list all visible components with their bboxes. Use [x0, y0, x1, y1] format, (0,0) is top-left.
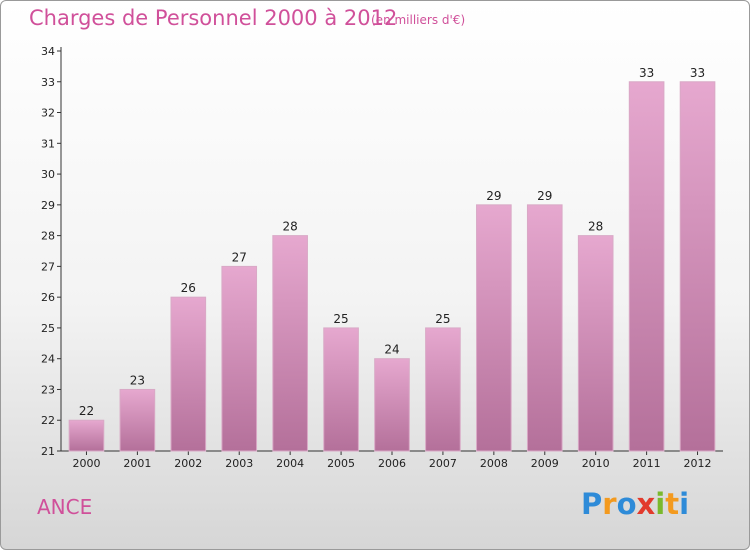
x-tick-label: 2006: [378, 457, 406, 470]
x-tick-label: 2011: [633, 457, 661, 470]
y-tick-label: 29: [41, 199, 55, 212]
bar-2002: [170, 296, 207, 452]
data-label: 23: [130, 373, 145, 387]
data-label: 25: [333, 312, 348, 326]
bar-2008: [476, 204, 512, 452]
y-tick-label: 24: [41, 353, 55, 366]
bar-2001: [119, 388, 156, 452]
x-tick-label: 2008: [480, 457, 508, 470]
y-tick-label: 33: [41, 76, 55, 89]
y-tick-label: 34: [41, 45, 55, 58]
chart-subtitle: (en milliers d'€): [371, 13, 466, 27]
data-label: 25: [435, 312, 450, 326]
x-tick-label: 2012: [684, 457, 712, 470]
data-label: 33: [690, 66, 705, 80]
bar-2009: [526, 204, 563, 452]
x-tick-label: 2002: [174, 457, 202, 470]
proxiti-logo: Proxiti: [581, 487, 689, 521]
data-label: 28: [588, 220, 603, 234]
data-label: 29: [537, 189, 552, 203]
y-tick-label: 26: [41, 291, 55, 304]
bar-2000: [68, 419, 105, 452]
y-tick-label: 23: [41, 383, 55, 396]
x-tick-label: 2005: [327, 457, 355, 470]
bar-2003: [221, 265, 258, 452]
y-tick-label: 30: [41, 168, 55, 181]
bar-2004: [272, 235, 308, 452]
bar-2012: [679, 81, 716, 452]
data-label: 27: [232, 250, 247, 264]
data-label: 28: [283, 220, 298, 234]
x-tick-label: 2010: [582, 457, 610, 470]
x-tick-label: 2001: [123, 457, 151, 470]
bar-2005: [323, 327, 359, 452]
y-tick-label: 32: [41, 107, 55, 120]
town-name: ANCE: [37, 495, 93, 519]
logo-letter: t: [665, 487, 680, 521]
x-tick-label: 2007: [429, 457, 457, 470]
x-tick-label: 2003: [225, 457, 253, 470]
data-label: 22: [79, 404, 94, 418]
bar-2011: [628, 81, 665, 452]
logo-letter: i: [655, 487, 666, 521]
data-label: 26: [181, 281, 196, 295]
data-label: 33: [639, 66, 654, 80]
y-tick-label: 27: [41, 260, 55, 273]
logo-letter: r: [602, 487, 617, 521]
y-tick-label: 28: [41, 230, 55, 243]
chart-title: Charges de Personnel 2000 à 2012: [29, 6, 398, 30]
bar-2007: [425, 327, 461, 452]
x-tick-label: 2000: [72, 457, 100, 470]
logo-letter: o: [616, 487, 637, 521]
x-tick-label: 2009: [531, 457, 559, 470]
y-tick-label: 31: [41, 137, 55, 150]
x-tick-label: 2004: [276, 457, 304, 470]
logo-letter: P: [581, 487, 603, 521]
y-tick-label: 22: [41, 414, 55, 427]
y-tick-label: 25: [41, 322, 55, 335]
logo-letter: i: [679, 487, 690, 521]
bar-2010: [577, 235, 614, 452]
logo-letter: x: [636, 487, 656, 521]
data-label: 29: [486, 189, 501, 203]
data-label: 24: [384, 343, 399, 357]
y-tick-label: 21: [41, 445, 55, 458]
bar-2006: [374, 358, 410, 452]
